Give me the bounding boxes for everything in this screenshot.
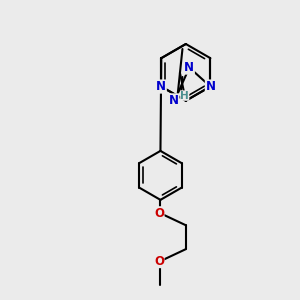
Text: N: N <box>184 61 194 74</box>
Text: N: N <box>206 80 215 93</box>
Text: N: N <box>169 94 179 106</box>
Text: O: O <box>154 207 164 220</box>
Text: N: N <box>156 80 166 93</box>
Text: O: O <box>154 255 164 268</box>
Text: H: H <box>180 91 189 100</box>
